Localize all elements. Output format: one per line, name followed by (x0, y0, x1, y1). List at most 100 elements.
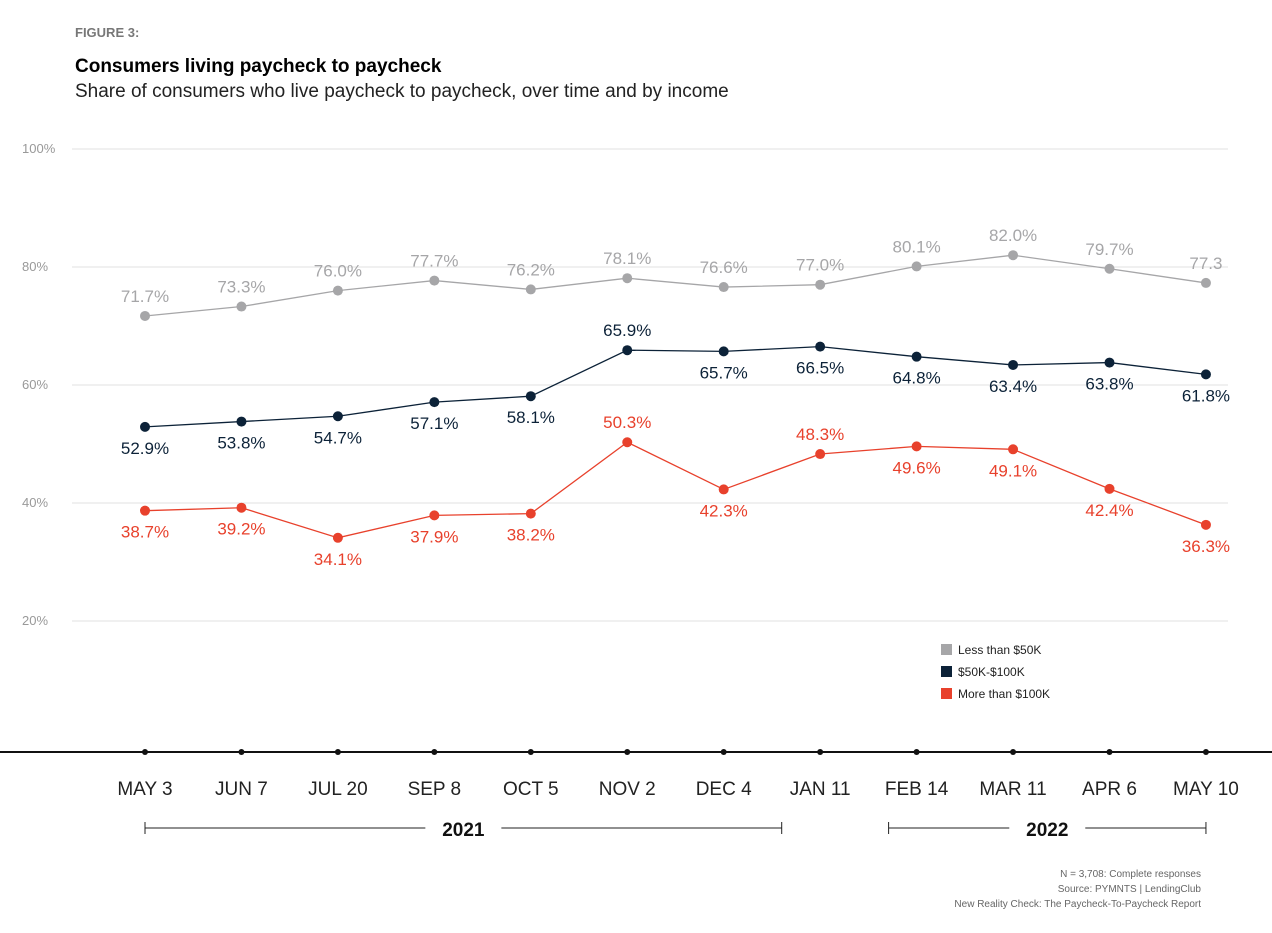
x-tick-label: DEC 4 (696, 779, 752, 800)
legend-swatch (941, 666, 952, 677)
y-tick-label: 40% (22, 495, 48, 510)
y-tick-label: 100% (22, 141, 56, 156)
axis-tick (1106, 749, 1113, 755)
footnote: New Reality Check: The Paycheck-To-Paych… (954, 899, 1201, 910)
data-label: 34.1% (314, 550, 362, 569)
data-label: 76.2% (507, 260, 555, 279)
data-point (236, 416, 247, 427)
legend-label: Less than $50K (958, 643, 1041, 657)
data-point (429, 275, 440, 286)
data-label: 54.7% (314, 428, 362, 447)
axis-tick (1010, 749, 1017, 755)
data-label: 77.0% (796, 256, 844, 275)
data-point (429, 397, 440, 408)
data-label: 38.7% (121, 523, 169, 542)
data-label: 42.4% (1085, 501, 1133, 520)
data-label: 57.1% (410, 414, 458, 433)
footnotes: N = 3,708: Complete responses Source: PY… (954, 867, 1201, 912)
x-tick-label: JUL 20 (308, 779, 368, 800)
data-point (1008, 359, 1019, 370)
data-label: 64.8% (892, 369, 940, 388)
x-tick-label: SEP 8 (408, 779, 462, 800)
year-label: 2021 (442, 820, 485, 841)
data-point (718, 484, 729, 495)
axis-tick (624, 749, 631, 755)
data-label: 42.3% (700, 501, 748, 520)
data-point (140, 310, 150, 321)
data-point (815, 341, 826, 352)
data-point (1104, 263, 1115, 274)
x-tick-label: OCT 5 (503, 779, 559, 800)
data-point (140, 421, 150, 432)
data-point (332, 532, 343, 543)
data-point (332, 411, 343, 422)
x-tick-label: NOV 2 (599, 779, 656, 800)
axis-tick (142, 749, 148, 755)
data-point (911, 351, 922, 362)
axis-tick (913, 749, 920, 755)
data-point (718, 282, 729, 293)
x-tick-label: APR 6 (1082, 779, 1137, 800)
data-label: 71.7% (121, 287, 169, 306)
data-point (911, 441, 922, 452)
data-label: 63.8% (1085, 375, 1133, 394)
axis-tick (431, 749, 438, 755)
data-point (1104, 357, 1115, 368)
data-label: 66.5% (796, 359, 844, 378)
y-tick-label: 60% (22, 377, 48, 392)
axis-tick (527, 749, 534, 755)
data-point (525, 391, 536, 402)
data-label: 76.6% (700, 258, 748, 277)
data-point (332, 285, 343, 296)
chart-subtitle: Share of consumers who live paycheck to … (75, 81, 729, 102)
legend-swatch (941, 644, 952, 655)
data-point (525, 508, 536, 519)
data-point (236, 301, 247, 312)
data-label: 50.3% (603, 413, 651, 432)
legend-label: $50K-$100K (958, 665, 1025, 679)
axis-tick (334, 749, 341, 755)
series-line (144, 345, 1207, 428)
data-point (815, 279, 826, 290)
data-label: 80.1% (892, 237, 940, 256)
x-tick-label: JUN 7 (215, 779, 268, 800)
data-point (1200, 369, 1211, 380)
chart-title: Consumers living paycheck to paycheck (75, 56, 442, 77)
figure-label: FIGURE 3: (75, 25, 140, 40)
data-label: 65.9% (603, 321, 651, 340)
data-point (1104, 483, 1115, 494)
axis-tick (817, 749, 824, 755)
data-label: 58.1% (507, 408, 555, 427)
data-label: 65.7% (700, 363, 748, 382)
data-label: 79.7% (1085, 240, 1133, 259)
data-point (525, 284, 536, 295)
data-point (815, 449, 826, 460)
axis-tick (720, 749, 727, 755)
x-tick-label: MAY 10 (1173, 779, 1239, 800)
data-label: 48.3% (796, 425, 844, 444)
data-point (622, 345, 633, 356)
x-tick-label: MAR 11 (979, 779, 1046, 800)
data-label: 78.1% (603, 249, 651, 268)
axis-tick (238, 749, 245, 755)
data-label: 63.4% (989, 377, 1037, 396)
year-label: 2022 (1026, 820, 1068, 841)
data-label: 52.9% (121, 439, 169, 458)
footnote: Source: PYMNTS | LendingClub (1057, 884, 1201, 895)
data-point (1008, 444, 1019, 455)
legend-label: More than $100K (958, 687, 1050, 701)
data-point (622, 273, 633, 284)
y-tick-label: 20% (22, 613, 48, 628)
data-point (1200, 277, 1211, 288)
data-label: 49.6% (892, 458, 940, 477)
x-tick-label: JAN 11 (790, 779, 851, 800)
data-label: 77.7% (410, 252, 458, 271)
axis-tick (1202, 749, 1209, 755)
legend-swatch (941, 688, 952, 699)
y-tick-label: 80% (22, 259, 48, 274)
data-label: 39.2% (217, 520, 265, 539)
data-point (1008, 250, 1019, 261)
data-label: 36.3% (1182, 537, 1230, 556)
